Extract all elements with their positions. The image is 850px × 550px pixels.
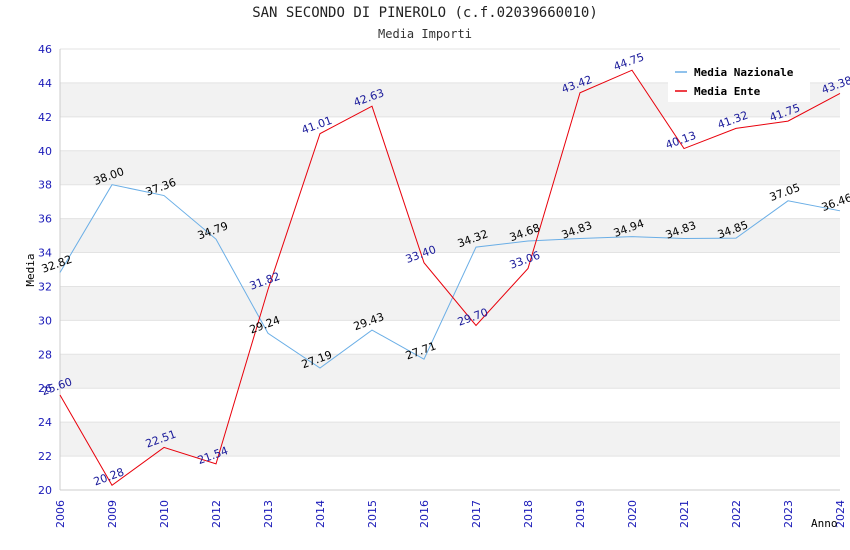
grid-bands (60, 48, 840, 491)
x-tick-label: 2016 (418, 500, 431, 528)
chart-subtitle: Media Importi (378, 27, 472, 41)
data-label: 20.28 (92, 465, 126, 488)
y-tick-labels: 20 22 24 26 28 30 32 34 36 38 40 42 44 46 (38, 43, 52, 497)
legend: Media Nazionale Media Ente (668, 60, 810, 102)
grid-band (60, 422, 840, 457)
x-tick-label: 2012 (210, 500, 223, 528)
y-tick-label: 36 (38, 213, 52, 226)
x-tick-labels: 2006 2009 2010 2012 2013 2014 2015 2016 2017 2018… (54, 500, 847, 528)
y-tick-label: 38 (38, 179, 52, 192)
x-tick-label: 2021 (678, 500, 691, 528)
x-axis-title: Anno (811, 517, 838, 530)
x-tick-label: 2006 (54, 500, 67, 528)
legend-box (668, 60, 810, 102)
y-tick-label: 32 (38, 280, 52, 293)
grid-band (60, 354, 840, 389)
axes (59, 49, 840, 491)
x-tick-label: 2022 (730, 500, 743, 528)
x-tick-label: 2020 (626, 500, 639, 528)
y-tick-label: 28 (38, 348, 52, 361)
x-tick-label: 2019 (574, 500, 587, 528)
x-tick-label: 2018 (522, 500, 535, 528)
y-tick-label: 44 (38, 77, 52, 90)
series-lines (59, 69, 841, 486)
y-axis-title: Media (24, 253, 37, 286)
legend-label: Media Nazionale (694, 66, 794, 79)
grid-band (60, 218, 840, 253)
y-tick-label: 46 (38, 43, 52, 56)
y-tick-label: 40 (38, 145, 52, 158)
grid-band (60, 150, 840, 185)
legend-label: Media Ente (694, 85, 761, 98)
x-tick-label: 2017 (470, 500, 483, 528)
y-tick-label: 26 (38, 382, 52, 395)
x-tick-label: 2023 (782, 500, 795, 528)
x-tick-label: 2024 (834, 500, 847, 528)
series-line-media-nazionale (59, 184, 841, 369)
x-tick-label: 2009 (106, 500, 119, 528)
y-tick-label: 22 (38, 450, 52, 463)
chart-title: SAN SECONDO DI PINEROLO (c.f.02039660010… (252, 5, 598, 21)
x-tick-label: 2013 (262, 500, 275, 528)
y-tick-label: 24 (38, 416, 52, 429)
y-tick-label: 34 (38, 247, 52, 260)
y-tick-label: 42 (38, 111, 52, 124)
x-tick-label: 2014 (314, 500, 327, 528)
data-label: 25.60 (40, 375, 74, 398)
data-label: 44.75 (612, 50, 646, 73)
y-tick-label: 30 (38, 314, 52, 327)
data-label: 40.13 (664, 129, 698, 152)
series-line-media-ente (59, 69, 841, 486)
y-tick-label: 20 (38, 484, 52, 497)
data-label: 36.46 (820, 191, 850, 214)
x-tick-label: 2015 (366, 500, 379, 528)
x-tick-label: 2010 (158, 500, 171, 528)
